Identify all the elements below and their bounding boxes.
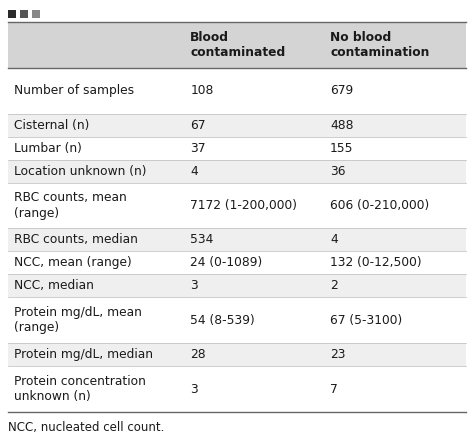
Text: 37: 37 [191,142,206,155]
Bar [8,22,466,68]
Text: 679: 679 [330,84,353,97]
Text: RBC counts, mean
(range): RBC counts, mean (range) [14,191,127,220]
Text: 488: 488 [330,119,354,132]
Text: NCC, mean (range): NCC, mean (range) [14,256,132,269]
Text: Blood
contaminated: Blood contaminated [191,31,285,59]
Text: Protein mg/dL, mean
(range): Protein mg/dL, mean (range) [14,306,142,334]
Text: Number of samples: Number of samples [14,84,134,97]
Bar [32,10,40,18]
Text: 4: 4 [191,165,198,178]
Text: 2: 2 [330,279,338,292]
Text: No blood
contamination: No blood contamination [330,31,429,59]
Bar [8,114,466,137]
Text: Cisternal (n): Cisternal (n) [14,119,90,132]
Text: 534: 534 [191,233,214,247]
Bar [8,68,466,114]
Bar [8,10,16,18]
Text: 7: 7 [330,383,338,396]
Text: 155: 155 [330,142,354,155]
Text: Lumbar (n): Lumbar (n) [14,142,82,155]
Bar [8,252,466,274]
Text: 7172 (1-200,000): 7172 (1-200,000) [191,199,297,212]
Bar [8,343,466,366]
Text: NCC, nucleated cell count.: NCC, nucleated cell count. [8,421,164,434]
Text: Protein concentration
unknown (n): Protein concentration unknown (n) [14,375,146,403]
Text: 606 (0-210,000): 606 (0-210,000) [330,199,429,212]
Text: 67 (5-3100): 67 (5-3100) [330,314,402,327]
Bar [8,366,466,412]
Bar [8,182,466,228]
Text: 28: 28 [191,348,206,361]
Bar [8,274,466,297]
Text: 23: 23 [330,348,346,361]
Text: Location unknown (n): Location unknown (n) [14,165,146,178]
Text: 67: 67 [191,119,206,132]
Text: 54 (8-539): 54 (8-539) [191,314,255,327]
Bar [8,137,466,160]
Bar [8,160,466,182]
Text: 24 (0-1089): 24 (0-1089) [191,256,263,269]
Bar [20,10,28,18]
Text: 3: 3 [191,383,198,396]
Text: 4: 4 [330,233,338,247]
Text: 3: 3 [191,279,198,292]
Text: 108: 108 [191,84,214,97]
Text: NCC, median: NCC, median [14,279,94,292]
Text: Protein mg/dL, median: Protein mg/dL, median [14,348,153,361]
Bar [8,228,466,252]
Text: 132 (0-12,500): 132 (0-12,500) [330,256,422,269]
Text: RBC counts, median: RBC counts, median [14,233,138,247]
Text: 36: 36 [330,165,346,178]
Bar [8,297,466,343]
